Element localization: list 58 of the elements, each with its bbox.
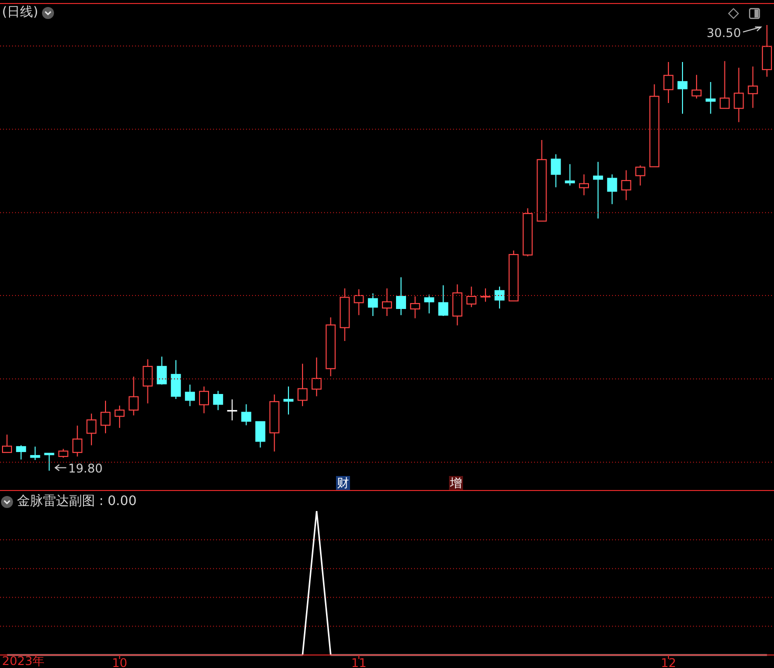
candlestick: [607, 174, 618, 205]
candlestick: [480, 288, 490, 302]
text: 财: [336, 476, 350, 490]
candlestick: [677, 62, 688, 114]
candlestick: [30, 446, 40, 461]
candlestick: [438, 284, 448, 317]
candlestick: [298, 363, 308, 407]
candlestick: [283, 386, 294, 416]
candlestick: [663, 62, 674, 104]
candlestick: [2, 434, 12, 453]
candlestick: [86, 413, 96, 446]
candlestick: [368, 292, 378, 317]
candlestick: [100, 400, 111, 434]
x-tick-label: 10: [112, 656, 128, 668]
candlestick: [692, 74, 702, 100]
candlestick: [564, 164, 575, 186]
candlestick: [199, 386, 210, 414]
candlestick: [635, 164, 646, 186]
chart-title: (日线): [2, 5, 38, 20]
x-tick-label: 12: [660, 656, 676, 668]
candlestick: [16, 444, 26, 460]
candlestick: [142, 358, 153, 404]
candlestick: [734, 67, 744, 123]
candlestick: [114, 405, 125, 428]
annotation: 30.50: [706, 26, 741, 40]
candlestick: [536, 140, 547, 222]
text: 增: [449, 476, 463, 490]
candlestick: [72, 425, 82, 457]
candlestick: [593, 161, 604, 219]
candlestick: [578, 174, 589, 196]
candlestick: [128, 376, 139, 416]
candlestick: [241, 404, 252, 426]
candlestick: [396, 276, 406, 316]
x-tick-label: 11: [351, 656, 366, 668]
candlestick: [621, 170, 632, 201]
candlestick: [706, 82, 716, 114]
candlestick: [184, 384, 195, 407]
candlestick: [170, 360, 181, 400]
candlestick: [748, 66, 758, 108]
candlestick: [424, 294, 434, 314]
candlestick: [720, 60, 730, 109]
candlestick: [312, 356, 322, 397]
candlestick: [494, 286, 505, 309]
candlestick: [466, 286, 476, 308]
candlestick: [269, 394, 280, 452]
candlestick: [227, 398, 238, 421]
annotation: 19.80: [68, 462, 103, 476]
candlestick: [550, 154, 561, 188]
candlestick: [340, 288, 350, 342]
candlestick: [452, 284, 462, 326]
candlestick: [354, 288, 364, 316]
candlestick: [649, 84, 660, 168]
candlestick: [382, 288, 392, 317]
candlestick: [326, 316, 336, 377]
candlestick: [213, 390, 224, 411]
x-axis-title: 2023年: [2, 654, 45, 668]
candlestick: [410, 296, 420, 319]
chart-title: 金脉雷达副图 : 0.00: [17, 494, 137, 509]
